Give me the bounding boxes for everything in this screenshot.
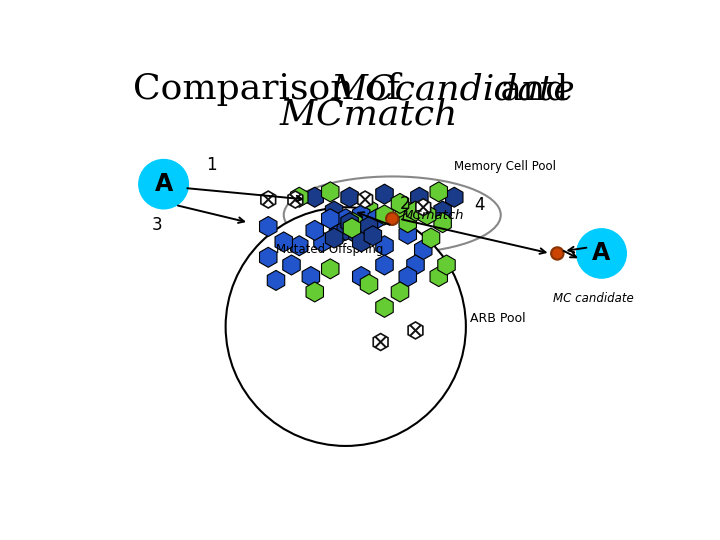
Polygon shape	[376, 205, 393, 225]
Polygon shape	[291, 236, 308, 256]
Polygon shape	[314, 232, 331, 252]
Polygon shape	[288, 191, 302, 208]
Ellipse shape	[284, 177, 500, 253]
Polygon shape	[261, 191, 276, 208]
Polygon shape	[302, 267, 320, 287]
Polygon shape	[322, 209, 339, 229]
Polygon shape	[373, 334, 388, 350]
Polygon shape	[343, 218, 361, 238]
Polygon shape	[337, 209, 354, 229]
Polygon shape	[348, 224, 366, 244]
Polygon shape	[329, 224, 347, 244]
Polygon shape	[341, 213, 359, 233]
Polygon shape	[395, 200, 413, 220]
Polygon shape	[376, 255, 393, 275]
Polygon shape	[407, 255, 424, 275]
Polygon shape	[291, 187, 308, 207]
Text: 2: 2	[400, 195, 410, 213]
Text: Comparison of: Comparison of	[132, 72, 411, 106]
Polygon shape	[399, 267, 416, 287]
Polygon shape	[259, 247, 277, 267]
Polygon shape	[275, 232, 292, 252]
Text: A: A	[155, 172, 173, 196]
Polygon shape	[360, 224, 378, 244]
Polygon shape	[325, 201, 343, 221]
Circle shape	[577, 229, 626, 278]
Polygon shape	[416, 199, 431, 215]
Polygon shape	[267, 271, 284, 291]
Polygon shape	[407, 201, 424, 221]
Text: 1: 1	[206, 156, 217, 174]
Text: MCmatch: MCmatch	[280, 97, 458, 131]
Polygon shape	[376, 236, 393, 256]
Polygon shape	[376, 184, 393, 204]
Polygon shape	[399, 213, 416, 233]
Text: Mutated Offspring: Mutated Offspring	[276, 243, 383, 256]
Polygon shape	[341, 187, 359, 207]
Polygon shape	[391, 282, 409, 302]
Polygon shape	[353, 267, 370, 287]
Circle shape	[551, 247, 564, 260]
Circle shape	[386, 213, 398, 225]
Polygon shape	[434, 213, 451, 233]
Text: Memory Cell Pool: Memory Cell Pool	[454, 160, 557, 173]
Polygon shape	[358, 191, 372, 208]
Polygon shape	[415, 240, 432, 260]
Polygon shape	[410, 187, 428, 207]
Polygon shape	[430, 267, 447, 287]
Polygon shape	[283, 255, 300, 275]
Text: 4: 4	[474, 195, 485, 213]
Polygon shape	[438, 255, 455, 275]
Text: 3: 3	[152, 217, 163, 234]
Polygon shape	[353, 232, 370, 252]
Polygon shape	[399, 224, 416, 244]
Polygon shape	[360, 274, 378, 294]
Polygon shape	[259, 217, 277, 237]
Polygon shape	[408, 322, 423, 339]
Circle shape	[225, 207, 466, 446]
Polygon shape	[322, 182, 339, 202]
Text: and: and	[489, 72, 568, 106]
Polygon shape	[345, 213, 362, 233]
Text: MCcandidate: MCcandidate	[330, 72, 575, 106]
Polygon shape	[360, 217, 378, 237]
Polygon shape	[376, 298, 393, 318]
Circle shape	[139, 159, 189, 209]
Text: A: A	[593, 241, 611, 266]
Polygon shape	[391, 193, 409, 213]
Text: ARB Pool: ARB Pool	[469, 313, 526, 326]
Polygon shape	[353, 205, 370, 225]
Polygon shape	[422, 228, 440, 248]
Polygon shape	[418, 205, 436, 225]
Polygon shape	[368, 209, 385, 229]
Polygon shape	[446, 187, 463, 207]
Polygon shape	[360, 200, 378, 220]
Text: MCmatch: MCmatch	[402, 209, 464, 222]
Polygon shape	[345, 217, 362, 237]
Polygon shape	[306, 220, 323, 240]
Polygon shape	[322, 259, 339, 279]
Polygon shape	[325, 228, 343, 248]
Text: MC candidate: MC candidate	[554, 292, 634, 305]
Polygon shape	[434, 201, 451, 221]
Polygon shape	[306, 187, 323, 207]
Polygon shape	[306, 282, 323, 302]
Polygon shape	[364, 226, 382, 246]
Polygon shape	[337, 220, 354, 240]
Polygon shape	[430, 182, 447, 202]
